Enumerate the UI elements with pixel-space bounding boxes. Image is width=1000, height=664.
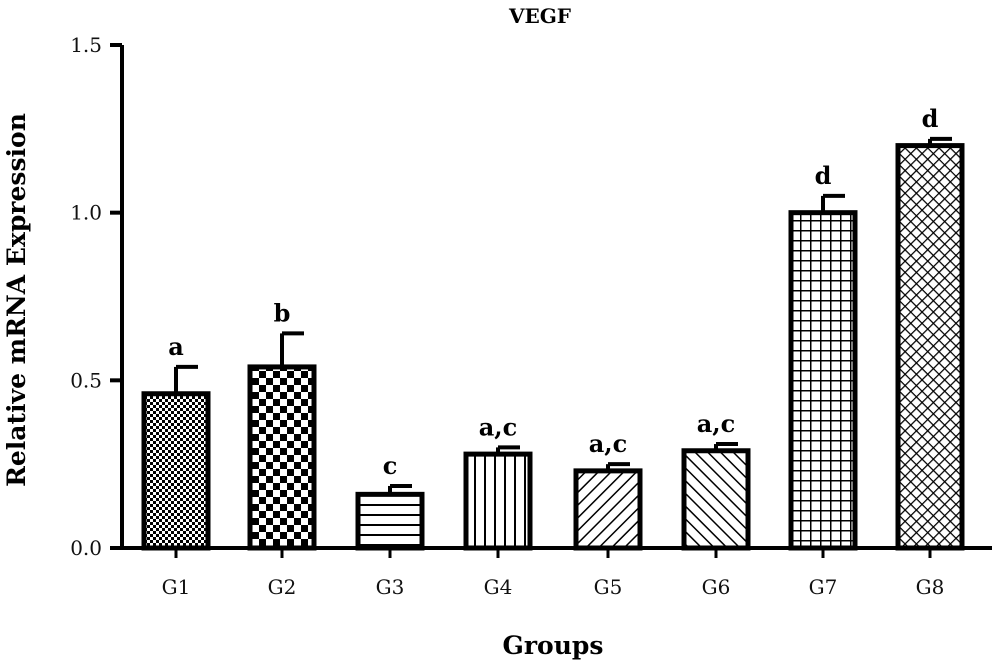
bar-g8 <box>895 143 965 551</box>
y-tick-label: 1.5 <box>70 33 102 57</box>
x-tick-label-g4: G4 <box>484 575 513 599</box>
significance-label-g6: a,c <box>697 409 736 438</box>
bar-g1 <box>141 391 211 551</box>
bar-g5 <box>573 468 643 551</box>
x-tick-label-g3: G3 <box>376 575 405 599</box>
significance-label-g8: d <box>922 104 939 133</box>
x-tick-label-g1: G1 <box>162 575 191 599</box>
significance-label-g4: a,c <box>479 412 518 441</box>
axes-layer: G1 G2 G3 G4 G5 G6 G7 G8 0.0 0.5 1.0 1.5 <box>70 33 992 599</box>
significance-label-g7: d <box>815 161 832 190</box>
x-tick-label-g7: G7 <box>809 575 838 599</box>
bar-g7 <box>788 210 858 551</box>
x-tick-label-g5: G5 <box>594 575 623 599</box>
y-tick-label: 1.0 <box>70 201 102 225</box>
x-tick-label-g6: G6 <box>702 575 731 599</box>
x-tick-label-g2: G2 <box>268 575 297 599</box>
y-tick-label: 0.0 <box>70 536 102 560</box>
chart-title: VEGF <box>508 4 571 28</box>
significance-label-g1: a <box>168 332 184 361</box>
y-axis-title: Relative mRNA Expression <box>2 113 31 487</box>
x-axis-title: Groups <box>503 631 604 660</box>
bars-layer: a b c a,c a,c a,c d d <box>141 104 965 551</box>
y-tick-label: 0.5 <box>70 368 102 392</box>
bar-g2 <box>247 364 317 551</box>
significance-label-g5: a,c <box>589 429 628 458</box>
bar-g6 <box>681 448 751 551</box>
significance-label-g2: b <box>274 298 291 327</box>
bar-g3 <box>355 491 425 551</box>
significance-label-g3: c <box>383 451 398 480</box>
bar-g4 <box>463 451 533 551</box>
x-tick-label-g8: G8 <box>916 575 945 599</box>
